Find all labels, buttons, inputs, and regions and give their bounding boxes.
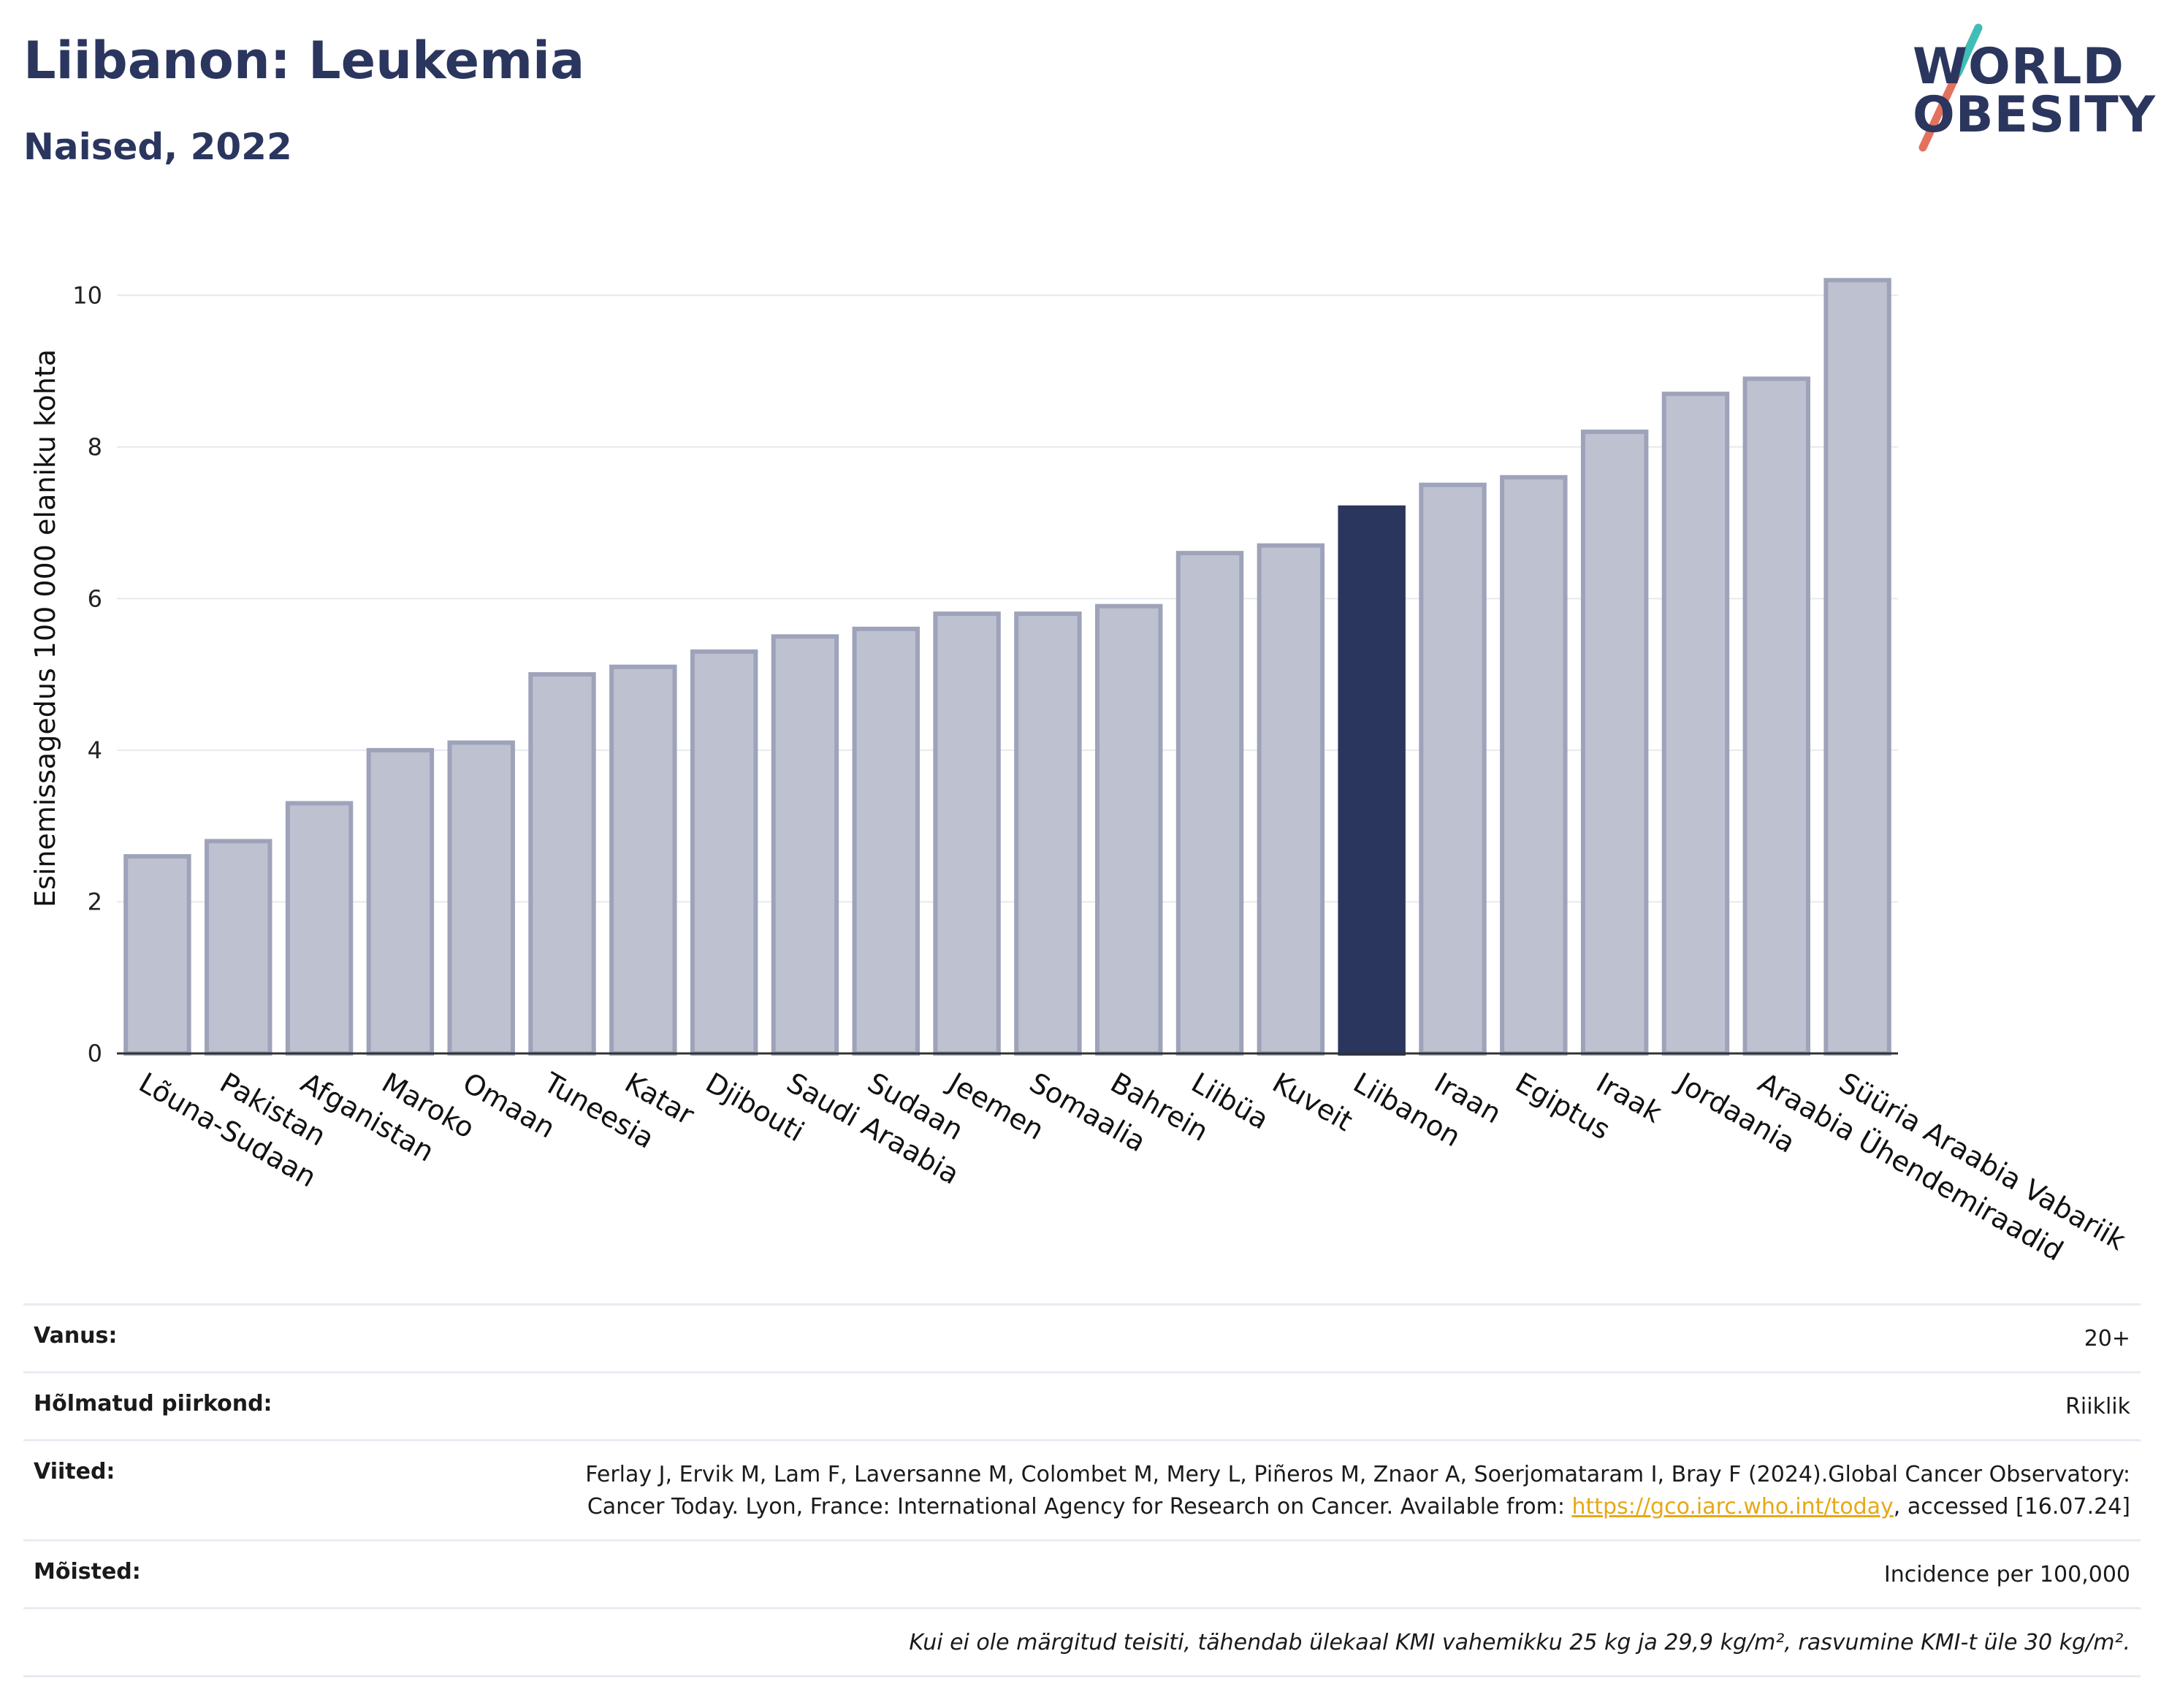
x-tick-label: Omaan — [457, 1067, 560, 1145]
references-link[interactable]: https://gco.iarc.who.int/today — [1571, 1494, 1894, 1520]
bar-pakistan — [205, 839, 272, 1056]
bar-tuneesia — [528, 672, 596, 1056]
y-tick-label: 10 — [72, 281, 102, 309]
info-row-references: Viited: Ferlay J, Ervik M, Lam F, Lavers… — [23, 1439, 2141, 1539]
bar-bahrein — [1095, 603, 1163, 1056]
footnote: Kui ei ole märgitud teisiti, tähendab ül… — [909, 1630, 2130, 1655]
bar-iraan — [1419, 482, 1487, 1056]
info-row-terms: Mõisted: Incidence per 100,000 — [23, 1539, 2141, 1607]
bar-iraak — [1580, 430, 1649, 1056]
category-labels: Lõuna-SudaanPakistanAfganistanMarokoOmaa… — [134, 1066, 2131, 1267]
references-tail: , accessed [16.07.24] — [1893, 1494, 2130, 1520]
terms-label: Mõisted: — [34, 1559, 141, 1585]
references-value: Ferlay J, Ervik M, Lam F, Laversanne M, … — [523, 1459, 2130, 1523]
bar-maroko — [366, 747, 435, 1056]
y-tick-label: 6 — [88, 584, 102, 612]
bar-saudi-araabia — [771, 634, 839, 1056]
bar-djibouti — [690, 649, 758, 1056]
bar-afganistan — [285, 801, 354, 1056]
page-subtitle: Naised, 2022 — [23, 126, 292, 168]
bar-lõuna-sudaan — [123, 854, 191, 1056]
world-obesity-logo: WORLD OBESITY — [1907, 22, 2155, 161]
bar-liibanon — [1338, 505, 1406, 1056]
terms-value: Incidence per 100,000 — [1883, 1562, 2130, 1587]
page-title: Liibanon: Leukemia — [23, 31, 585, 91]
bar-araabia-ühendemiraadid — [1742, 376, 1810, 1056]
region-value: Riiklik — [2065, 1394, 2130, 1419]
bar-omaan — [447, 740, 515, 1056]
y-tick-label: 8 — [88, 433, 102, 461]
logo-line-2: OBESITY — [1913, 86, 2156, 144]
bars — [123, 278, 1891, 1056]
region-label: Hõlmatud piirkond: — [34, 1391, 272, 1417]
y-tick-label: 4 — [88, 736, 102, 764]
references-label: Viited: — [34, 1459, 115, 1484]
info-row-region: Hõlmatud piirkond: Riiklik — [23, 1371, 2141, 1439]
bar-kuveit — [1257, 543, 1325, 1056]
bar-jordaania — [1661, 392, 1730, 1056]
bar-chart: 0 2 4 6 8 10 Lõuna-SudaanPakistanAfganistanMa… — [29, 278, 2131, 1267]
age-value: 20+ — [2084, 1326, 2130, 1351]
y-axis-label: Esinemissagedus 100 000 elaniku kohta — [29, 349, 61, 907]
bar-süüria-araabia-vabariik — [1823, 278, 1891, 1056]
bar-jeemen — [933, 611, 1001, 1056]
bar-somaalia — [1014, 611, 1082, 1056]
bar-sudaan — [852, 626, 920, 1056]
info-row-age: Vanus: 20+ — [23, 1303, 2141, 1371]
bar-liibüa — [1175, 551, 1244, 1056]
x-tick-label: Kuveit — [1267, 1067, 1358, 1137]
info-table: Vanus: 20+ Hõlmatud piirkond: Riiklik Vi… — [23, 1303, 2141, 1677]
references-text: Ferlay J, Ervik M, Lam F, Laversanne M, … — [585, 1462, 2130, 1520]
logo-slash-icon — [1918, 23, 1983, 152]
age-label: Vanus: — [34, 1323, 118, 1349]
info-row-note: Kui ei ole märgitud teisiti, tähendab ül… — [23, 1607, 2141, 1677]
bar-egiptus — [1500, 475, 1568, 1056]
logo-line-1: WORLD — [1913, 38, 2124, 96]
y-tick-label: 0 — [88, 1040, 102, 1067]
bar-katar — [609, 664, 677, 1056]
y-tick-label: 2 — [88, 888, 102, 915]
